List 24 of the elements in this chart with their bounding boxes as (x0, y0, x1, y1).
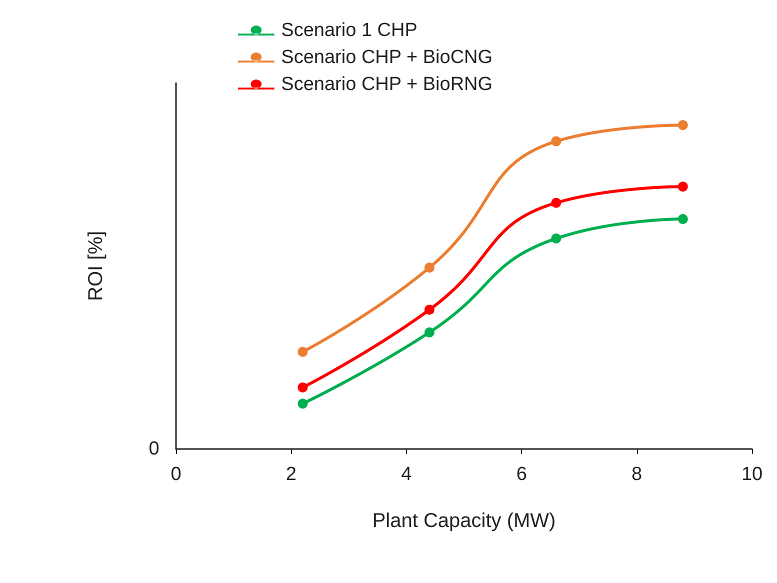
x-tick-label: 10 (741, 464, 763, 485)
x-tick-label: 8 (632, 464, 642, 485)
point (424, 327, 434, 338)
legend-label: Scenario CHP + BioCNG (281, 47, 493, 68)
point (298, 346, 308, 357)
point (551, 233, 562, 244)
x-tick-label: 4 (401, 464, 412, 485)
x-axis-title: Plant Capacity (MW) (372, 510, 556, 532)
point (424, 262, 434, 273)
point (678, 182, 688, 192)
point (678, 120, 688, 130)
x-tick-label: 6 (516, 464, 527, 485)
point (551, 198, 562, 208)
point (678, 214, 688, 224)
point (424, 304, 434, 315)
point (298, 398, 308, 409)
text: 0 (148, 438, 160, 460)
x-tick-label: 0 (170, 464, 182, 485)
y-axis-title: ROI [%] (85, 230, 107, 302)
legend-label: Scenario 1 CHP (281, 20, 418, 41)
point (551, 136, 562, 146)
legend-label: Scenario CHP + BioRNG (281, 74, 493, 95)
point (298, 382, 308, 392)
x-tick-label: 2 (286, 464, 296, 485)
